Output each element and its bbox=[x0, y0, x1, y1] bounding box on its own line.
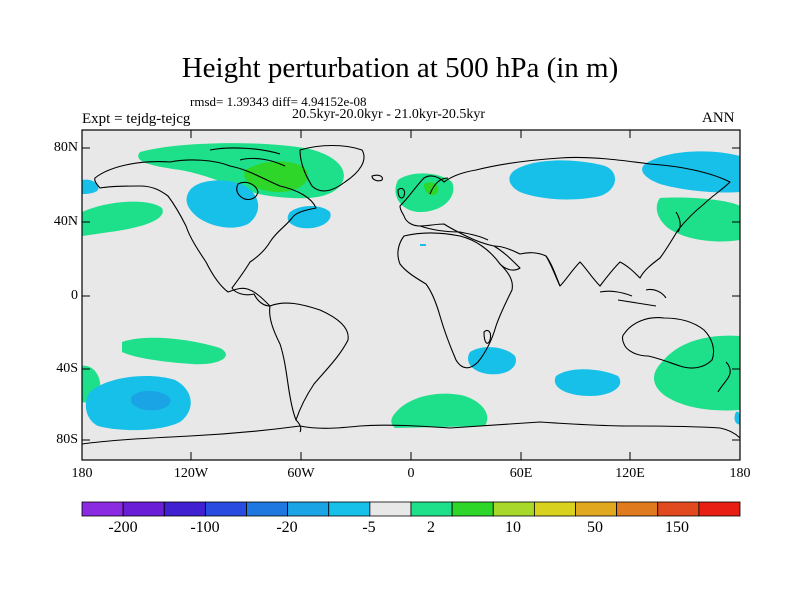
hudson-bay bbox=[236, 181, 259, 201]
lon-label-0: 0 bbox=[407, 466, 415, 481]
eurasia-coast bbox=[399, 156, 731, 287]
arabia bbox=[493, 245, 521, 271]
colorbar-swatch bbox=[492, 501, 535, 517]
antarctica-coast bbox=[82, 421, 740, 445]
colorbar bbox=[81, 501, 741, 517]
plot-title: Height perturbation at 500 hPa (in m) bbox=[181, 52, 619, 84]
australia-coast bbox=[621, 317, 715, 369]
iceland bbox=[371, 174, 383, 182]
colorbar-swatch bbox=[81, 501, 124, 517]
experiment-label: Expt = tejdg-tejcg bbox=[82, 111, 191, 127]
africa-coast bbox=[397, 232, 513, 369]
colorbar-swatch bbox=[122, 501, 165, 517]
antarctic-peninsula bbox=[295, 419, 302, 433]
colorbar-label: -20 bbox=[276, 519, 298, 536]
mediterranean bbox=[419, 225, 489, 241]
colorbar-label: 150 bbox=[665, 519, 689, 536]
colorbar-swatch bbox=[533, 501, 576, 517]
british-isles bbox=[397, 187, 406, 199]
colorbar-swatch bbox=[698, 501, 741, 517]
colorbar-swatch bbox=[410, 501, 453, 517]
colorbar-swatch bbox=[328, 501, 371, 517]
arctic-islands bbox=[209, 147, 286, 167]
colorbar-label: 2 bbox=[427, 519, 435, 536]
colorbar-label: -100 bbox=[190, 519, 220, 536]
colorbar-swatch bbox=[616, 501, 659, 517]
lon-label-180e: 180 bbox=[729, 466, 751, 481]
north-america-coast bbox=[94, 159, 317, 307]
anomaly-contours bbox=[82, 143, 740, 431]
lat-label-40s: 40S bbox=[56, 361, 78, 376]
axis-ticks bbox=[81, 130, 741, 460]
season-label: ANN bbox=[702, 110, 735, 126]
coastlines bbox=[82, 144, 740, 445]
madagascar bbox=[483, 329, 492, 344]
colorbar-swatch bbox=[287, 501, 330, 517]
colorbar-label: 50 bbox=[587, 519, 603, 536]
colorbar-swatch bbox=[657, 501, 700, 517]
lon-label-60w: 60W bbox=[287, 466, 315, 481]
colorbar-swatch bbox=[163, 501, 206, 517]
period-label: 20.5kyr-20.0kyr - 21.0kyr-20.5kyr bbox=[292, 107, 486, 122]
south-america-coast bbox=[269, 302, 349, 421]
scandinavia bbox=[429, 177, 449, 195]
colorbar-swatch bbox=[575, 501, 618, 517]
colorbar-swatch bbox=[451, 501, 494, 517]
colorbar-swatch bbox=[204, 501, 247, 517]
lon-label-60e: 60E bbox=[509, 466, 533, 481]
positive-core-regions bbox=[244, 161, 439, 196]
maritime-continent bbox=[599, 288, 667, 307]
colorbar-label: -5 bbox=[362, 519, 376, 536]
greenland bbox=[299, 144, 365, 192]
new-zealand bbox=[717, 361, 731, 393]
negative-anomaly-regions bbox=[82, 151, 740, 431]
lon-label-120w: 120W bbox=[173, 466, 209, 481]
rmsd-diff-stats: rmsd= 1.39343 diff= 4.94152e-08 bbox=[190, 94, 367, 109]
negative-core-regions bbox=[130, 390, 171, 411]
lat-label-80n: 80N bbox=[53, 140, 78, 155]
india bbox=[545, 255, 561, 287]
lon-label-120e: 120E bbox=[615, 466, 645, 481]
lon-label-180w: 180 bbox=[71, 466, 93, 481]
colorbar-swatch bbox=[246, 501, 289, 517]
japan bbox=[675, 211, 681, 233]
lat-label-0: 0 bbox=[71, 288, 78, 303]
colorbar-label: 10 bbox=[505, 519, 521, 536]
lat-label-40n: 40N bbox=[53, 214, 78, 229]
colorbar-swatch bbox=[369, 501, 412, 517]
colorbar-label: -200 bbox=[108, 519, 138, 536]
lat-label-80s: 80S bbox=[56, 432, 78, 447]
